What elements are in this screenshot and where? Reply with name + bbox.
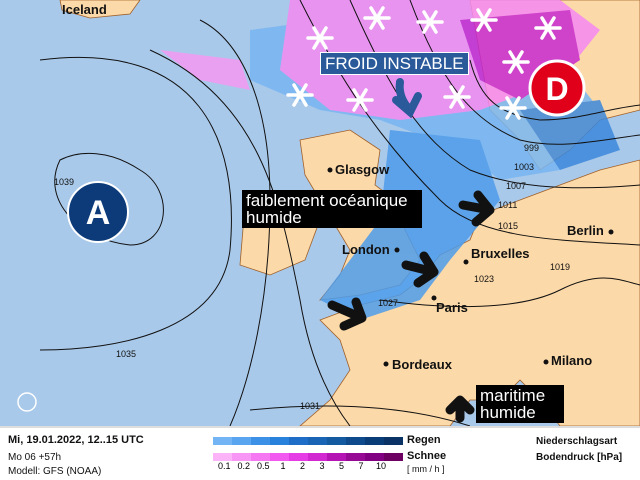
isobar-label-1015: 1015 [498, 221, 518, 231]
rain-swatch [327, 437, 346, 445]
snow-label: Schnee [407, 450, 447, 462]
rain-swatch [308, 437, 327, 445]
pressure-label: Bodendruck [hPa] [536, 452, 623, 463]
label-glasgow: Glasgow [335, 162, 390, 177]
snowflake-icons [286, 6, 562, 120]
rain-scale [213, 437, 403, 445]
scale-tick: 2 [300, 461, 306, 471]
isobar-label-1039: 1039 [54, 177, 74, 187]
scale-tick: 3 [319, 461, 325, 471]
snow-swatch [365, 453, 384, 461]
label-bordeaux: Bordeaux [392, 357, 452, 372]
rain-swatch [346, 437, 365, 445]
cold-arrow-icon [392, 78, 422, 119]
maritime-label: maritime humide [476, 385, 564, 423]
label-berlin: Berlin [567, 223, 604, 238]
snow-swatch [213, 453, 232, 461]
label-iceland: Iceland [62, 2, 107, 17]
rain-swatch [270, 437, 289, 445]
snow-swatch [308, 453, 327, 461]
legend-footer: Mi, 19.01.2022, 12..15 UTC Mo 06 +57h Mo… [0, 426, 640, 480]
date-label: Mi, 19.01.2022, 12..15 UTC [8, 434, 144, 446]
snow-swatch [384, 453, 403, 461]
isobar-labels: 999 1003 1007 1011 1015 1019 1023 1027 1… [54, 143, 570, 411]
froid-instable-label: FROID INSTABLE [320, 52, 469, 75]
snow-swatch [270, 453, 289, 461]
globe-icon[interactable] [17, 392, 37, 412]
rain-swatch [365, 437, 384, 445]
high-pressure-icon [67, 181, 129, 243]
oceanique-label: faiblement océanique humide [242, 190, 422, 228]
snow-swatch [327, 453, 346, 461]
snow-swatch [232, 453, 251, 461]
scale-tick: 7 [358, 461, 364, 471]
scale-tick: 10 [376, 461, 387, 471]
snow-swatch [346, 453, 365, 461]
low-pressure-icon [528, 59, 586, 117]
rain-swatch [251, 437, 270, 445]
isobar-label-1011: 1011 [498, 200, 517, 210]
isobar-label-1023: 1023 [474, 274, 494, 284]
low-pressure-label: D [545, 71, 568, 107]
rain-swatch [213, 437, 232, 445]
rain-swatch [384, 437, 403, 445]
snow-swatch [289, 453, 308, 461]
scale-tick: 5 [339, 461, 345, 471]
run-label: Mo 06 +57h [8, 452, 62, 463]
scale-tick: 0.1 [218, 461, 231, 471]
label-paris: Paris [436, 300, 468, 315]
label-london: London [342, 242, 390, 257]
isobar-label-1031: 1031 [300, 401, 320, 411]
snow-scale [213, 453, 403, 461]
type-label: Niederschlagsart [536, 436, 618, 447]
isobar-label-1003: 1003 [514, 162, 534, 172]
high-pressure-label: A [86, 194, 111, 232]
scale-tick: 1 [280, 461, 286, 471]
rain-swatch [289, 437, 308, 445]
city-dots [327, 167, 614, 367]
isobar-label-1007: 1007 [506, 181, 526, 191]
scale-tick: 0.2 [237, 461, 251, 471]
unit-label: [ mm / h ] [407, 464, 445, 474]
rain-label: Regen [407, 434, 441, 446]
isobar-label-999: 999 [524, 143, 539, 153]
model-label: Modell: GFS (NOAA) [8, 466, 102, 477]
scale-tick: 0.5 [257, 461, 270, 471]
label-milano: Milano [551, 353, 593, 368]
label-bruxelles: Bruxelles [471, 246, 530, 261]
snow-swatch [251, 453, 270, 461]
wind-arrows [327, 190, 495, 423]
isobar-label-1019: 1019 [550, 262, 570, 272]
isobar-label-1035: 1035 [116, 349, 136, 359]
isobar-label-1027: 1027 [378, 298, 398, 308]
rain-swatch [232, 437, 251, 445]
